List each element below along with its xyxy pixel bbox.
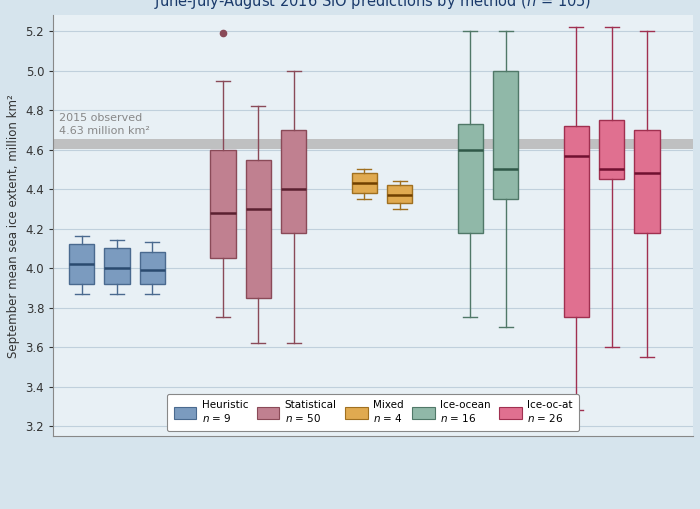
Legend: Heuristic
$n$ = 9, Statistical
$n$ = 50, Mixed
$n$ = 4, Ice-ocean
$n$ = 16, Ice-: Heuristic $n$ = 9, Statistical $n$ = 50,…: [167, 394, 579, 431]
Title: June-July-August 2016 SIO predictions by method ($n$ = 105): June-July-August 2016 SIO predictions by…: [155, 0, 592, 11]
Bar: [104, 248, 130, 284]
Bar: [210, 150, 236, 258]
Bar: [69, 244, 95, 284]
Bar: [139, 252, 165, 284]
Bar: [458, 124, 483, 233]
Bar: [246, 159, 271, 298]
Bar: [634, 130, 660, 233]
Y-axis label: September mean sea ice extent, million km²: September mean sea ice extent, million k…: [7, 94, 20, 357]
Bar: [351, 174, 377, 193]
Bar: [564, 126, 589, 318]
Bar: [281, 130, 307, 233]
Bar: [493, 71, 519, 199]
Bar: [53, 139, 693, 149]
Bar: [387, 185, 412, 203]
Bar: [599, 120, 624, 179]
Text: 2015 observed
4.63 million km²: 2015 observed 4.63 million km²: [59, 114, 150, 136]
